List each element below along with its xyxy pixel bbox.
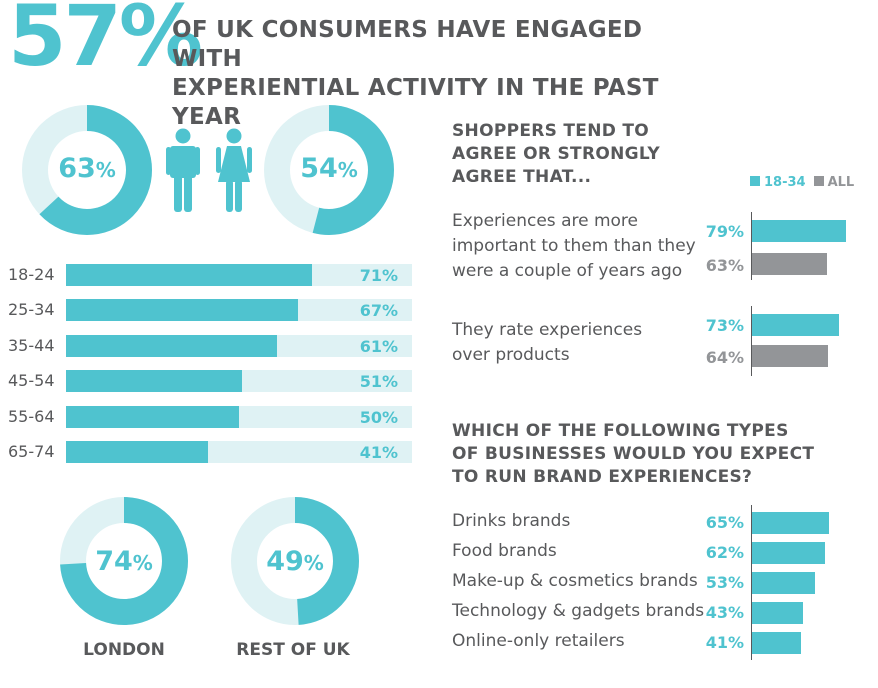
statement-1-line-2: important to them than they: [452, 236, 696, 256]
agree-bar-all: [752, 345, 829, 367]
age-bar-track: 51%: [66, 370, 412, 393]
agree-title-line-1: SHOPPERS TEND TO: [452, 121, 650, 141]
agree-statement-2: They rate experiences over products: [452, 318, 642, 368]
business-label: Make-up & cosmetics brands: [452, 571, 698, 591]
headline-line-1: OF UK CONSUMERS HAVE ENGAGED WITH: [172, 17, 643, 72]
rest-of-uk-donut: [231, 497, 359, 625]
rest-of-uk-label: REST OF UK: [236, 640, 350, 660]
business-title-line-2: OF BUSINESSES WOULD YOU EXPECT: [452, 444, 815, 464]
business-axis: [751, 505, 752, 660]
business-section-title: WHICH OF THE FOLLOWING TYPES OF BUSINESS…: [452, 420, 814, 489]
business-bar: [752, 632, 801, 654]
agree-value-all: 63%: [705, 256, 744, 275]
headline-line-2: EXPERIENTIAL ACTIVITY IN THE PAST YEAR: [172, 75, 659, 130]
agree-value-all: 64%: [705, 348, 744, 367]
agree-section-title: SHOPPERS TEND TO AGREE OR STRONGLY AGREE…: [452, 120, 660, 189]
age-bar-track: 71%: [66, 264, 412, 286]
agree-bar-all: [752, 253, 827, 275]
age-bar-value: 50%: [359, 407, 398, 427]
age-label: 18-24: [8, 265, 55, 284]
london-label: LONDON: [83, 640, 165, 660]
age-bar-track: 41%: [66, 441, 412, 463]
business-bar: [752, 572, 815, 594]
headline: OF UK CONSUMERS HAVE ENGAGED WITH EXPERI…: [172, 16, 712, 132]
business-value: 41%: [705, 633, 744, 652]
agree-title-line-3: AGREE THAT...: [452, 167, 592, 187]
male-donut: [22, 105, 152, 235]
age-label: 55-64: [8, 406, 55, 426]
business-bar: [752, 512, 829, 534]
london-donut: [60, 497, 188, 625]
age-label: 65-74: [8, 442, 55, 461]
agree-axis-1: [751, 212, 752, 280]
age-bar-track: 67%: [66, 299, 412, 322]
age-bar-value: 67%: [359, 301, 398, 321]
business-value: 62%: [705, 543, 744, 562]
legend-swatch-all: [813, 176, 824, 186]
business-value: 43%: [705, 603, 744, 622]
female-icon: [216, 128, 252, 212]
age-label: 25-34: [8, 300, 55, 320]
headline-percent: 57%: [8, 0, 203, 85]
rest-of-uk-donut-arc: [231, 497, 359, 625]
age-bar: [66, 441, 208, 463]
age-bar-value: 71%: [359, 266, 398, 285]
agree-statement-1: Experiences are more important to them t…: [452, 209, 696, 284]
age-bar-value: 61%: [359, 336, 398, 356]
legend-label-18-34: 18-34: [764, 175, 806, 190]
statement-2-line-1: They rate experiences: [452, 320, 643, 340]
agree-bar-18-34: [752, 220, 846, 242]
agree-legend: 18-34 ALL: [750, 175, 854, 190]
age-bar: [66, 264, 312, 286]
statement-2-line-2: over products: [452, 345, 570, 365]
legend-swatch-18-34: [750, 176, 760, 186]
female-donut-value: 54%: [300, 153, 358, 184]
agree-bar-18-34: [752, 314, 839, 336]
age-bar-value: 41%: [359, 443, 398, 462]
statement-1-line-1: Experiences are more: [452, 211, 638, 231]
age-bar-track: 50%: [66, 405, 412, 428]
age-bar: [66, 370, 243, 393]
female-donut-arc: [264, 105, 394, 235]
male-icon: [166, 128, 200, 212]
age-label: 45-54: [8, 371, 55, 391]
age-bar-track: 61%: [66, 334, 412, 357]
age-bar: [66, 405, 239, 428]
business-value: 53%: [705, 573, 744, 592]
business-title-line-1: WHICH OF THE FOLLOWING TYPES: [452, 421, 789, 441]
male-donut-arc: [22, 105, 152, 235]
business-label: Food brands: [452, 541, 557, 561]
london-donut-value: 74%: [95, 546, 153, 577]
business-value: 65%: [705, 513, 744, 532]
business-label: Drinks brands: [452, 511, 571, 531]
age-label: 35-44: [8, 335, 55, 355]
business-bar: [752, 542, 826, 564]
business-title-line-3: TO RUN BRAND EXPERIENCES?: [452, 467, 753, 487]
agree-value-18-34: 73%: [705, 316, 744, 335]
age-bar: [66, 334, 278, 357]
statement-1-line-3: were a couple of years ago: [452, 261, 683, 281]
business-label: Online-only retailers: [452, 631, 625, 651]
rest-of-uk-donut-value: 49%: [266, 546, 324, 577]
agree-axis-2: [751, 306, 752, 376]
age-bar: [66, 299, 298, 322]
age-bar-value: 51%: [359, 372, 398, 392]
legend-label-all: ALL: [827, 175, 855, 190]
london-donut-arc: [60, 497, 188, 625]
agree-title-line-2: AGREE OR STRONGLY: [452, 144, 660, 164]
female-donut: [264, 105, 394, 235]
male-donut-value: 63%: [58, 153, 116, 184]
business-label: Technology & gadgets brands: [452, 601, 705, 621]
agree-value-18-34: 79%: [705, 222, 744, 241]
business-bar: [752, 602, 803, 624]
